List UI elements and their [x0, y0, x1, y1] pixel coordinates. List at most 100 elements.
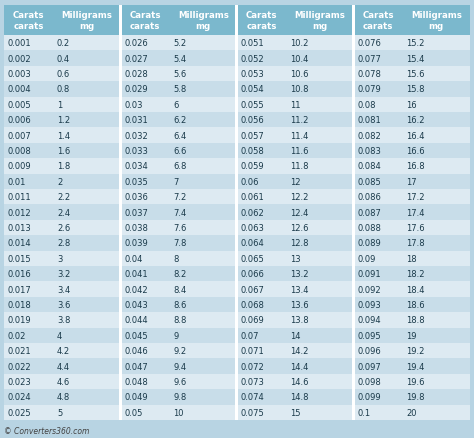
Bar [354, 389, 470, 405]
Text: 5: 5 [57, 408, 62, 417]
Text: 19.2: 19.2 [406, 346, 425, 355]
Text: 10.2: 10.2 [290, 39, 308, 48]
Text: 0.049: 0.049 [125, 392, 148, 402]
Text: 0.2: 0.2 [57, 39, 70, 48]
Text: 14: 14 [290, 331, 301, 340]
Bar [4, 282, 120, 297]
Text: 0.037: 0.037 [125, 208, 148, 217]
Text: 0.035: 0.035 [125, 177, 148, 187]
Text: 0.022: 0.022 [8, 362, 32, 371]
Text: 0.031: 0.031 [125, 116, 148, 125]
Text: 0.062: 0.062 [241, 208, 265, 217]
Text: 4: 4 [57, 331, 62, 340]
Text: Milligrams
mg: Milligrams mg [178, 11, 228, 31]
Text: 0.016: 0.016 [8, 269, 32, 279]
Text: 0.068: 0.068 [241, 300, 265, 309]
Bar [237, 236, 354, 251]
Bar [120, 190, 237, 205]
Text: 0.076: 0.076 [357, 39, 382, 48]
Text: 0.09: 0.09 [357, 254, 376, 263]
Text: 12.4: 12.4 [290, 208, 308, 217]
Text: 0.079: 0.079 [357, 85, 381, 94]
Text: 9.4: 9.4 [173, 362, 187, 371]
Text: 0.094: 0.094 [357, 316, 381, 325]
Text: 4.4: 4.4 [57, 362, 70, 371]
Text: 9.2: 9.2 [173, 346, 187, 355]
Bar [237, 328, 354, 343]
Text: 19.8: 19.8 [406, 392, 425, 402]
Text: 0.036: 0.036 [125, 193, 148, 202]
Bar [120, 312, 237, 328]
Bar [4, 174, 120, 190]
Text: 0.084: 0.084 [357, 162, 381, 171]
Bar [120, 266, 237, 282]
Text: 0.083: 0.083 [357, 147, 382, 155]
Bar [236, 6, 238, 420]
Bar [237, 282, 354, 297]
Text: 0.045: 0.045 [125, 331, 148, 340]
Bar [120, 97, 237, 113]
Bar [237, 190, 354, 205]
Text: 0.098: 0.098 [357, 377, 381, 386]
Text: 0.058: 0.058 [241, 147, 265, 155]
Text: 7.8: 7.8 [173, 239, 187, 248]
Text: 0.021: 0.021 [8, 346, 32, 355]
Text: 11: 11 [290, 101, 301, 110]
Text: 0.087: 0.087 [357, 208, 382, 217]
Text: 18.4: 18.4 [406, 285, 425, 294]
Text: 0.066: 0.066 [241, 269, 265, 279]
Text: 2.8: 2.8 [57, 239, 70, 248]
Text: 7.2: 7.2 [173, 193, 187, 202]
Bar [4, 67, 120, 82]
Bar [354, 205, 470, 220]
Bar [354, 67, 470, 82]
Text: 20: 20 [406, 408, 417, 417]
Text: 0.085: 0.085 [357, 177, 381, 187]
Bar [4, 82, 120, 97]
Text: 2.6: 2.6 [57, 223, 70, 233]
Text: 0.064: 0.064 [241, 239, 265, 248]
Text: 8: 8 [173, 254, 179, 263]
Text: 0.06: 0.06 [241, 177, 259, 187]
Text: 12.8: 12.8 [290, 239, 309, 248]
Text: 16.8: 16.8 [406, 162, 425, 171]
Bar [4, 266, 120, 282]
Text: 0.004: 0.004 [8, 85, 32, 94]
Text: 0.008: 0.008 [8, 147, 32, 155]
Bar [352, 6, 355, 420]
Text: 0.005: 0.005 [8, 101, 32, 110]
Bar [237, 113, 354, 128]
Bar [120, 174, 237, 190]
Text: 3.2: 3.2 [57, 269, 70, 279]
Bar [237, 389, 354, 405]
Text: 10.8: 10.8 [290, 85, 309, 94]
Bar [120, 328, 237, 343]
Text: 0.069: 0.069 [241, 316, 265, 325]
Bar [237, 128, 354, 144]
Bar [354, 297, 470, 312]
Bar [354, 190, 470, 205]
Text: 0.013: 0.013 [8, 223, 32, 233]
Text: 0.038: 0.038 [125, 223, 148, 233]
Bar [120, 405, 237, 420]
Text: 0.007: 0.007 [8, 131, 32, 140]
Text: 18.2: 18.2 [406, 269, 425, 279]
Bar [237, 36, 354, 51]
Text: 14.8: 14.8 [290, 392, 309, 402]
Text: 0.053: 0.053 [241, 70, 265, 79]
Bar [354, 113, 470, 128]
Bar [354, 97, 470, 113]
Text: 0.08: 0.08 [357, 101, 376, 110]
Text: 3: 3 [57, 254, 62, 263]
Text: 16.2: 16.2 [406, 116, 425, 125]
Bar [354, 174, 470, 190]
Bar [237, 374, 354, 389]
Text: 11.8: 11.8 [290, 162, 309, 171]
Text: Carats
carats: Carats carats [129, 11, 161, 31]
Text: 13.6: 13.6 [290, 300, 309, 309]
Text: 0.061: 0.061 [241, 193, 265, 202]
Text: 9.6: 9.6 [173, 377, 187, 386]
Text: 14.6: 14.6 [290, 377, 309, 386]
Text: Milligrams
mg: Milligrams mg [294, 11, 345, 31]
Text: 12.6: 12.6 [290, 223, 309, 233]
